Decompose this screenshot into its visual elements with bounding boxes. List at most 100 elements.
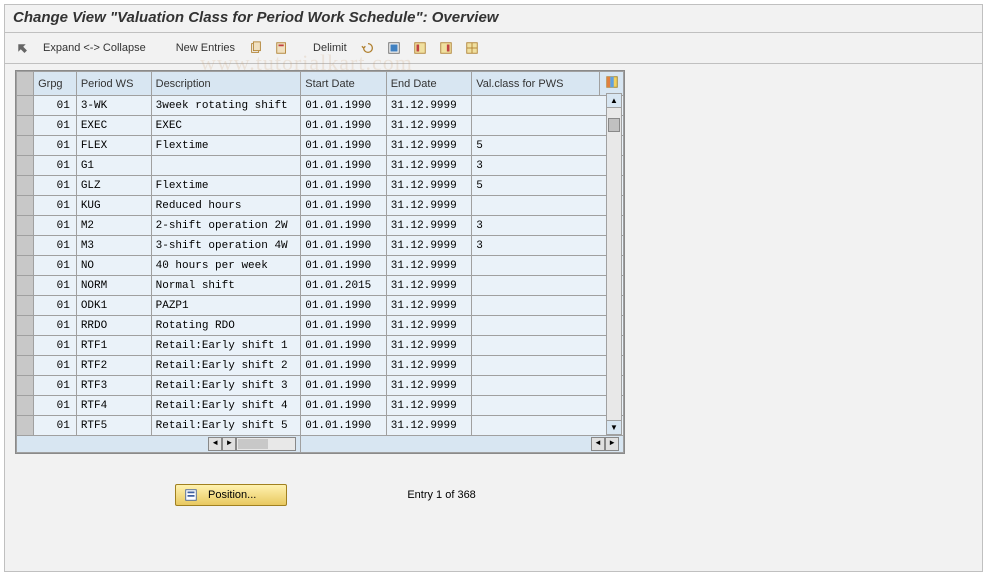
column-end-date[interactable]: End Date	[386, 72, 471, 96]
cell-grpg[interactable]: 01	[34, 356, 77, 376]
select-all-icon[interactable]	[383, 39, 405, 57]
cell-start[interactable]: 01.01.1990	[301, 216, 386, 236]
cell-end[interactable]: 31.12.9999	[386, 116, 471, 136]
cell-desc[interactable]: Flextime	[151, 176, 301, 196]
row-selector[interactable]	[17, 176, 34, 196]
cell-val[interactable]	[472, 316, 624, 336]
column-description[interactable]: Description	[151, 72, 301, 96]
cell-val[interactable]	[472, 376, 624, 396]
cell-desc[interactable]: Retail:Early shift 1	[151, 336, 301, 356]
cell-pws[interactable]: 3-WK	[76, 96, 151, 116]
table-row[interactable]: 01RTF4Retail:Early shift 401.01.199031.1…	[17, 396, 624, 416]
table-row[interactable]: 01RTF5Retail:Early shift 501.01.199031.1…	[17, 416, 624, 436]
cell-pws[interactable]: FLEX	[76, 136, 151, 156]
row-selector[interactable]	[17, 256, 34, 276]
cell-grpg[interactable]: 01	[34, 136, 77, 156]
cell-start[interactable]: 01.01.1990	[301, 336, 386, 356]
cell-pws[interactable]: RTF3	[76, 376, 151, 396]
cell-grpg[interactable]: 01	[34, 296, 77, 316]
cell-start[interactable]: 01.01.1990	[301, 316, 386, 336]
table-row[interactable]: 01RTF1Retail:Early shift 101.01.199031.1…	[17, 336, 624, 356]
cell-start[interactable]: 01.01.1990	[301, 136, 386, 156]
cell-grpg[interactable]: 01	[34, 116, 77, 136]
cell-pws[interactable]: NORM	[76, 276, 151, 296]
cell-pws[interactable]: RRDO	[76, 316, 151, 336]
cell-grpg[interactable]: 01	[34, 176, 77, 196]
cell-end[interactable]: 31.12.9999	[386, 276, 471, 296]
cell-pws[interactable]: GLZ	[76, 176, 151, 196]
scroll-down-icon[interactable]: ▼	[607, 420, 621, 434]
cell-val[interactable]	[472, 296, 624, 316]
new-entries-button[interactable]: New Entries	[170, 40, 241, 56]
cell-pws[interactable]: M3	[76, 236, 151, 256]
toggle-icon[interactable]	[11, 39, 33, 57]
cell-start[interactable]: 01.01.1990	[301, 236, 386, 256]
cell-end[interactable]: 31.12.9999	[386, 136, 471, 156]
copy-as-icon[interactable]	[271, 39, 293, 57]
cell-pws[interactable]: RTF1	[76, 336, 151, 356]
cell-end[interactable]: 31.12.9999	[386, 376, 471, 396]
copy-icon[interactable]	[245, 39, 267, 57]
row-selector[interactable]	[17, 336, 34, 356]
table-row[interactable]: 01KUGReduced hours01.01.199031.12.9999	[17, 196, 624, 216]
cell-grpg[interactable]: 01	[34, 156, 77, 176]
cell-val[interactable]	[472, 276, 624, 296]
table-row[interactable]: 01RTF2Retail:Early shift 201.01.199031.1…	[17, 356, 624, 376]
cell-start[interactable]: 01.01.1990	[301, 116, 386, 136]
cell-desc[interactable]: 3week rotating shift	[151, 96, 301, 116]
scroll-up-icon[interactable]: ▲	[607, 94, 621, 108]
row-selector[interactable]	[17, 196, 34, 216]
cell-end[interactable]: 31.12.9999	[386, 196, 471, 216]
cell-val[interactable]	[472, 396, 624, 416]
cell-desc[interactable]: Retail:Early shift 5	[151, 416, 301, 436]
table-row[interactable]: 01G101.01.199031.12.99993	[17, 156, 624, 176]
cell-val[interactable]	[472, 356, 624, 376]
cell-desc[interactable]: PAZP1	[151, 296, 301, 316]
cell-grpg[interactable]: 01	[34, 236, 77, 256]
cell-pws[interactable]: ODK1	[76, 296, 151, 316]
table-row[interactable]: 01NO40 hours per week01.01.199031.12.999…	[17, 256, 624, 276]
cell-start[interactable]: 01.01.1990	[301, 376, 386, 396]
table-row[interactable]: 013-WK3week rotating shift01.01.199031.1…	[17, 96, 624, 116]
cell-end[interactable]: 31.12.9999	[386, 396, 471, 416]
cell-end[interactable]: 31.12.9999	[386, 176, 471, 196]
column-start-date[interactable]: Start Date	[301, 72, 386, 96]
cell-pws[interactable]: EXEC	[76, 116, 151, 136]
cell-desc[interactable]: Normal shift	[151, 276, 301, 296]
cell-pws[interactable]: RTF4	[76, 396, 151, 416]
cell-grpg[interactable]: 01	[34, 396, 77, 416]
cell-pws[interactable]: M2	[76, 216, 151, 236]
cell-end[interactable]: 31.12.9999	[386, 96, 471, 116]
table-settings-icon[interactable]	[600, 72, 624, 96]
undo-icon[interactable]	[357, 39, 379, 57]
hscroll-track[interactable]	[236, 437, 296, 451]
vertical-scrollbar[interactable]: ▲ ▼	[606, 93, 622, 435]
cell-grpg[interactable]: 01	[34, 376, 77, 396]
row-selector[interactable]	[17, 236, 34, 256]
cell-val[interactable]	[472, 256, 624, 276]
expand-collapse-button[interactable]: Expand <-> Collapse	[37, 40, 152, 56]
table-row[interactable]: 01NORMNormal shift01.01.201531.12.9999	[17, 276, 624, 296]
cell-val[interactable]: 5	[472, 176, 624, 196]
cell-val[interactable]	[472, 336, 624, 356]
cell-start[interactable]: 01.01.1990	[301, 416, 386, 436]
table-row[interactable]: 01GLZFlextime01.01.199031.12.99995	[17, 176, 624, 196]
deselect-all-icon[interactable]	[435, 39, 457, 57]
row-selector[interactable]	[17, 136, 34, 156]
cell-desc[interactable]: Retail:Early shift 2	[151, 356, 301, 376]
cell-end[interactable]: 31.12.9999	[386, 236, 471, 256]
hscroll-right[interactable]: ►	[222, 437, 236, 451]
cell-grpg[interactable]: 01	[34, 216, 77, 236]
cell-end[interactable]: 31.12.9999	[386, 256, 471, 276]
cell-desc[interactable]: EXEC	[151, 116, 301, 136]
cell-grpg[interactable]: 01	[34, 256, 77, 276]
cell-desc[interactable]: Retail:Early shift 3	[151, 376, 301, 396]
row-selector[interactable]	[17, 316, 34, 336]
cell-start[interactable]: 01.01.1990	[301, 156, 386, 176]
cell-end[interactable]: 31.12.9999	[386, 336, 471, 356]
column-grpg[interactable]: Grpg	[34, 72, 77, 96]
cell-grpg[interactable]: 01	[34, 316, 77, 336]
cell-desc[interactable]: Retail:Early shift 4	[151, 396, 301, 416]
cell-grpg[interactable]: 01	[34, 416, 77, 436]
cell-desc[interactable]: 2-shift operation 2W	[151, 216, 301, 236]
